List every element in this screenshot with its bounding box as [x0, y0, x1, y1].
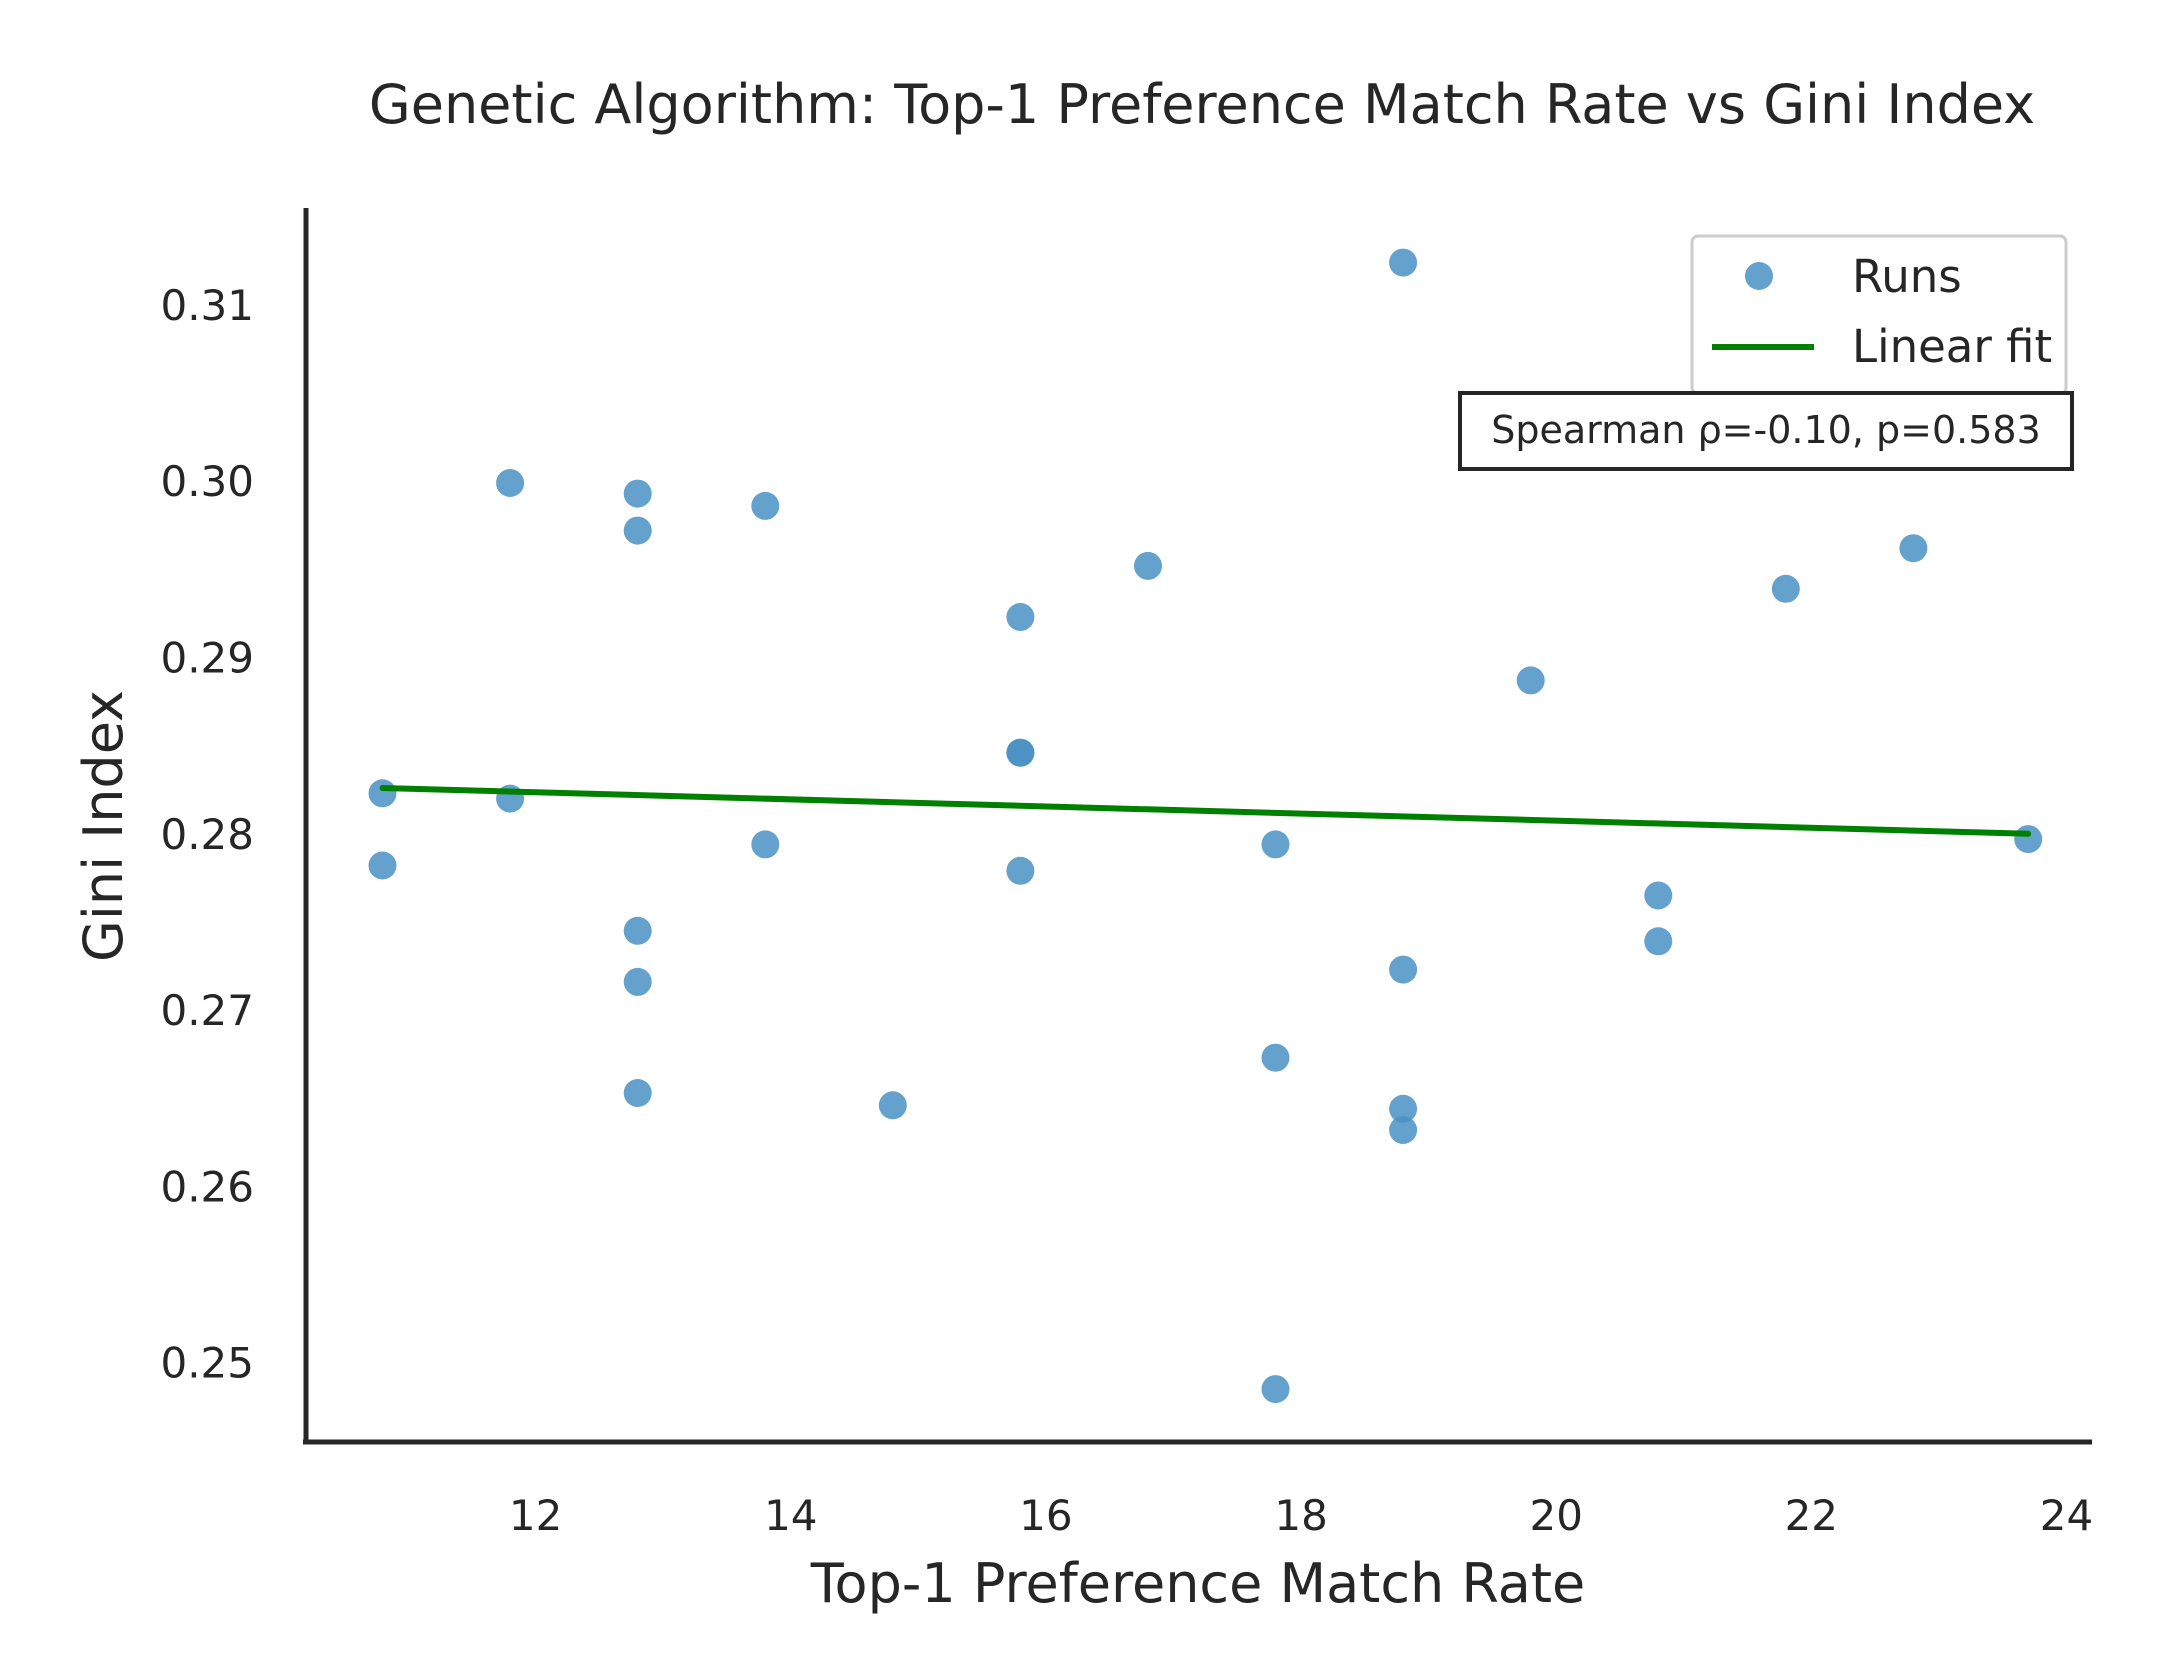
run-point-5: [623, 479, 652, 508]
x-tick-label-22: 22: [1785, 1491, 1838, 1540]
x-tick-label-18: 18: [1274, 1491, 1327, 1540]
y-tick-label-0.31: 0.31: [160, 281, 254, 330]
y-tick-label-0.28: 0.28: [160, 810, 254, 859]
run-point-22: [1389, 955, 1418, 984]
run-point-15: [1006, 738, 1035, 767]
legend: Runs Linear fit: [1690, 234, 2068, 396]
run-point-13: [1006, 603, 1035, 631]
legend-fit-label: Linear fit: [1852, 320, 2052, 373]
y-tick-label-0.30: 0.30: [160, 457, 254, 506]
run-point-28: [1771, 574, 1800, 603]
chart-title: Genetic Algorithm: Top-1 Preference Matc…: [369, 73, 2035, 136]
x-tick-labels: 12 14 16 18 20 22 24: [509, 1491, 2093, 1540]
x-tick-label-14: 14: [764, 1491, 817, 1540]
run-point-19: [1261, 1043, 1290, 1072]
run-point-24: [1389, 1116, 1418, 1144]
run-point-10: [751, 491, 780, 520]
linear-fit-line: [379, 785, 2032, 837]
y-axis-label: Gini Index: [72, 690, 135, 962]
run-point-29: [1899, 534, 1928, 563]
x-axis-label: Top-1 Preference Match Rate: [810, 1552, 1586, 1615]
y-tick-label-0.25: 0.25: [160, 1339, 254, 1388]
x-tick-label-16: 16: [1019, 1491, 1072, 1540]
run-point-2: [368, 851, 397, 880]
annotation-box: [1458, 391, 2074, 471]
run-point-12: [878, 1091, 907, 1120]
run-point-26: [1644, 881, 1673, 910]
run-point-21: [1389, 248, 1418, 277]
y-tick-label-0.26: 0.26: [160, 1162, 254, 1211]
runs-series: [368, 248, 2043, 1404]
run-point-11: [751, 830, 780, 859]
run-point-1: [368, 779, 397, 808]
legend-runs-marker: [1745, 262, 1773, 290]
spearman-annotation: Spearman ρ=-0.10, p=0.583: [1458, 391, 2074, 471]
y-tick-labels: 0.25 0.26 0.27 0.28 0.29 0.30 0.31: [160, 281, 254, 1388]
run-point-30: [2014, 825, 2043, 854]
run-point-20: [1261, 1375, 1290, 1404]
run-point-3: [496, 469, 525, 497]
run-point-25: [1516, 666, 1545, 695]
y-tick-label-0.27: 0.27: [160, 986, 254, 1035]
x-tick-label-20: 20: [1529, 1491, 1582, 1540]
run-point-16: [1006, 856, 1035, 885]
y-tick-label-0.29: 0.29: [160, 634, 254, 683]
legend-runs-label: Runs: [1852, 250, 1962, 303]
run-point-7: [623, 916, 652, 945]
annotation-text: Spearman ρ=-0.10, p=0.583: [1491, 408, 2041, 452]
run-point-17: [1134, 551, 1162, 580]
x-tick-label-12: 12: [509, 1491, 562, 1540]
run-point-6: [623, 516, 652, 545]
x-tick-label-24: 24: [2040, 1491, 2093, 1540]
run-point-18: [1261, 830, 1290, 859]
run-point-9: [623, 1079, 652, 1107]
run-point-27: [1644, 927, 1673, 956]
run-point-8: [623, 967, 652, 996]
run-point-23: [1389, 1094, 1418, 1123]
